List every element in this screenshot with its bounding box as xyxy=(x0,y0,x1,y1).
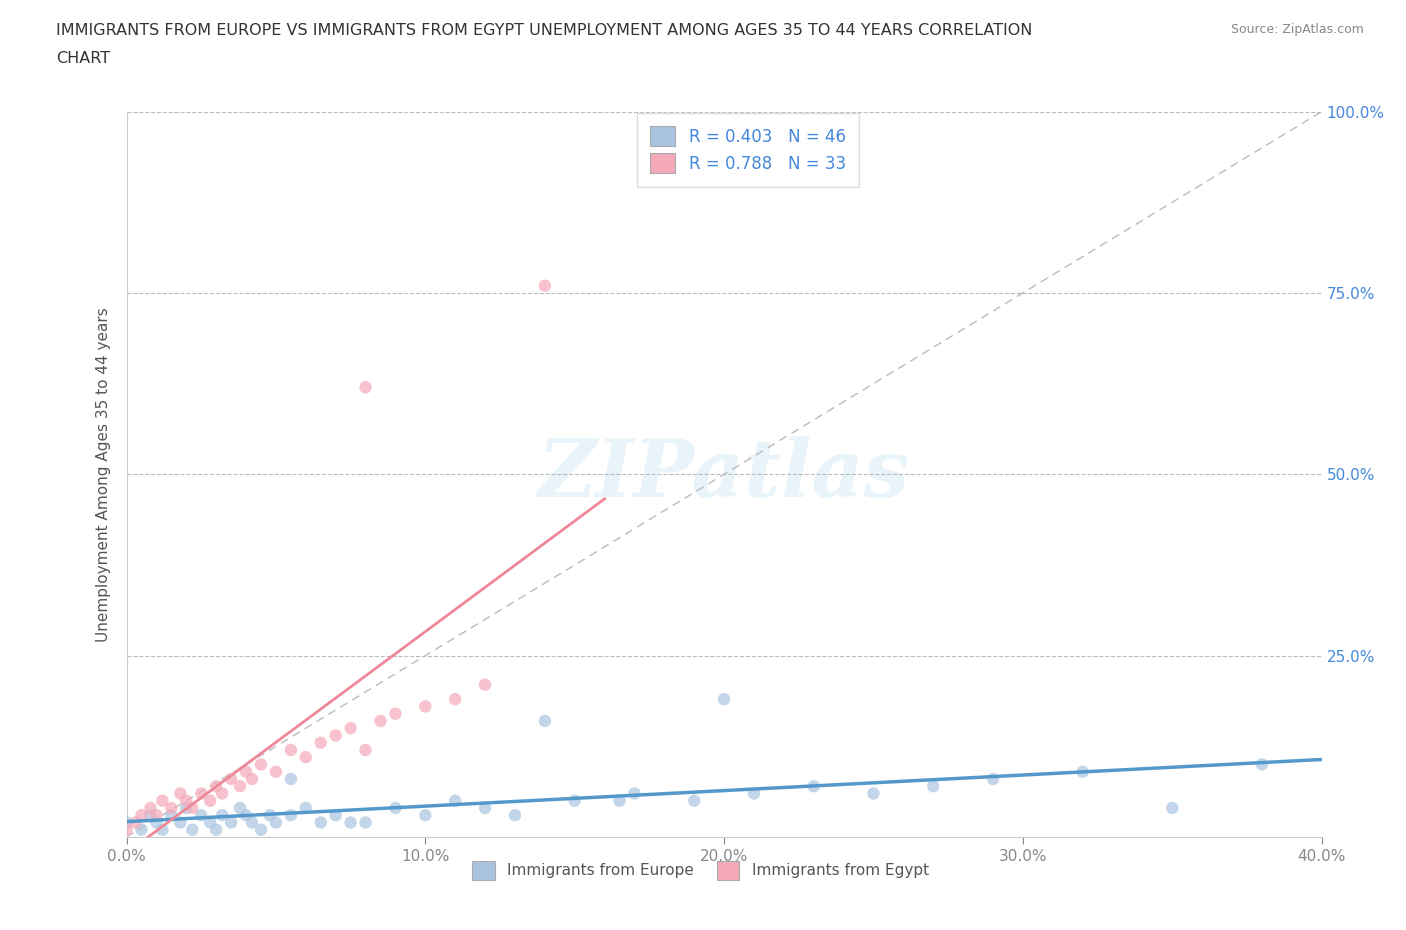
Point xyxy=(160,808,183,823)
Point xyxy=(211,808,233,823)
Point xyxy=(139,801,162,816)
Point xyxy=(1251,757,1274,772)
Point xyxy=(981,772,1004,787)
Point xyxy=(325,808,347,823)
Point xyxy=(309,736,332,751)
Point xyxy=(169,786,191,801)
Point xyxy=(200,793,222,808)
Point xyxy=(174,801,197,816)
Point xyxy=(503,808,526,823)
Point xyxy=(474,677,496,692)
Point xyxy=(1071,764,1094,779)
Point xyxy=(564,793,586,808)
Point xyxy=(235,764,257,779)
Point xyxy=(922,778,945,793)
Point xyxy=(235,808,257,823)
Point xyxy=(219,772,242,787)
Point xyxy=(415,808,437,823)
Point xyxy=(415,699,437,714)
Point xyxy=(370,713,392,728)
Point xyxy=(264,764,287,779)
Point xyxy=(444,793,467,808)
Point xyxy=(250,757,273,772)
Point xyxy=(354,742,377,757)
Point xyxy=(250,822,273,837)
Point xyxy=(862,786,884,801)
Point xyxy=(181,801,204,816)
Point xyxy=(354,815,377,830)
Point xyxy=(339,721,361,736)
Point xyxy=(190,786,212,801)
Point xyxy=(205,778,228,793)
Point xyxy=(229,778,252,793)
Point xyxy=(181,822,204,837)
Point xyxy=(240,772,263,787)
Point xyxy=(264,815,287,830)
Text: IMMIGRANTS FROM EUROPE VS IMMIGRANTS FROM EGYPT UNEMPLOYMENT AMONG AGES 35 TO 44: IMMIGRANTS FROM EUROPE VS IMMIGRANTS FRO… xyxy=(56,23,1032,38)
Point xyxy=(219,815,242,830)
Text: Source: ZipAtlas.com: Source: ZipAtlas.com xyxy=(1230,23,1364,36)
Point xyxy=(309,815,332,830)
Point xyxy=(131,822,153,837)
Point xyxy=(384,706,406,721)
Point xyxy=(169,815,191,830)
Point xyxy=(1161,801,1184,816)
Point xyxy=(205,822,228,837)
Point xyxy=(280,742,302,757)
Point xyxy=(713,692,735,707)
Legend: Immigrants from Europe, Immigrants from Egypt: Immigrants from Europe, Immigrants from … xyxy=(464,854,936,887)
Point xyxy=(131,808,153,823)
Point xyxy=(325,728,347,743)
Text: ZIPatlas: ZIPatlas xyxy=(538,435,910,513)
Point xyxy=(339,815,361,830)
Point xyxy=(294,750,316,764)
Point xyxy=(384,801,406,816)
Point xyxy=(240,815,263,830)
Point xyxy=(190,808,212,823)
Point xyxy=(354,379,377,394)
Point xyxy=(259,808,281,823)
Point xyxy=(152,793,174,808)
Point xyxy=(174,793,197,808)
Point xyxy=(609,793,631,808)
Point xyxy=(139,808,162,823)
Point xyxy=(200,815,222,830)
Point xyxy=(474,801,496,816)
Point xyxy=(160,801,183,816)
Point xyxy=(280,772,302,787)
Point xyxy=(145,815,167,830)
Point xyxy=(115,815,138,830)
Point xyxy=(152,822,174,837)
Point xyxy=(280,808,302,823)
Point xyxy=(742,786,765,801)
Point xyxy=(229,801,252,816)
Point xyxy=(683,793,706,808)
Point xyxy=(211,786,233,801)
Point xyxy=(623,786,645,801)
Point xyxy=(145,808,167,823)
Point xyxy=(124,815,146,830)
Point xyxy=(294,801,316,816)
Point xyxy=(115,822,138,837)
Y-axis label: Unemployment Among Ages 35 to 44 years: Unemployment Among Ages 35 to 44 years xyxy=(96,307,111,642)
Point xyxy=(534,278,557,293)
Point xyxy=(534,713,557,728)
Point xyxy=(803,778,825,793)
Text: CHART: CHART xyxy=(56,51,110,66)
Point xyxy=(444,692,467,707)
